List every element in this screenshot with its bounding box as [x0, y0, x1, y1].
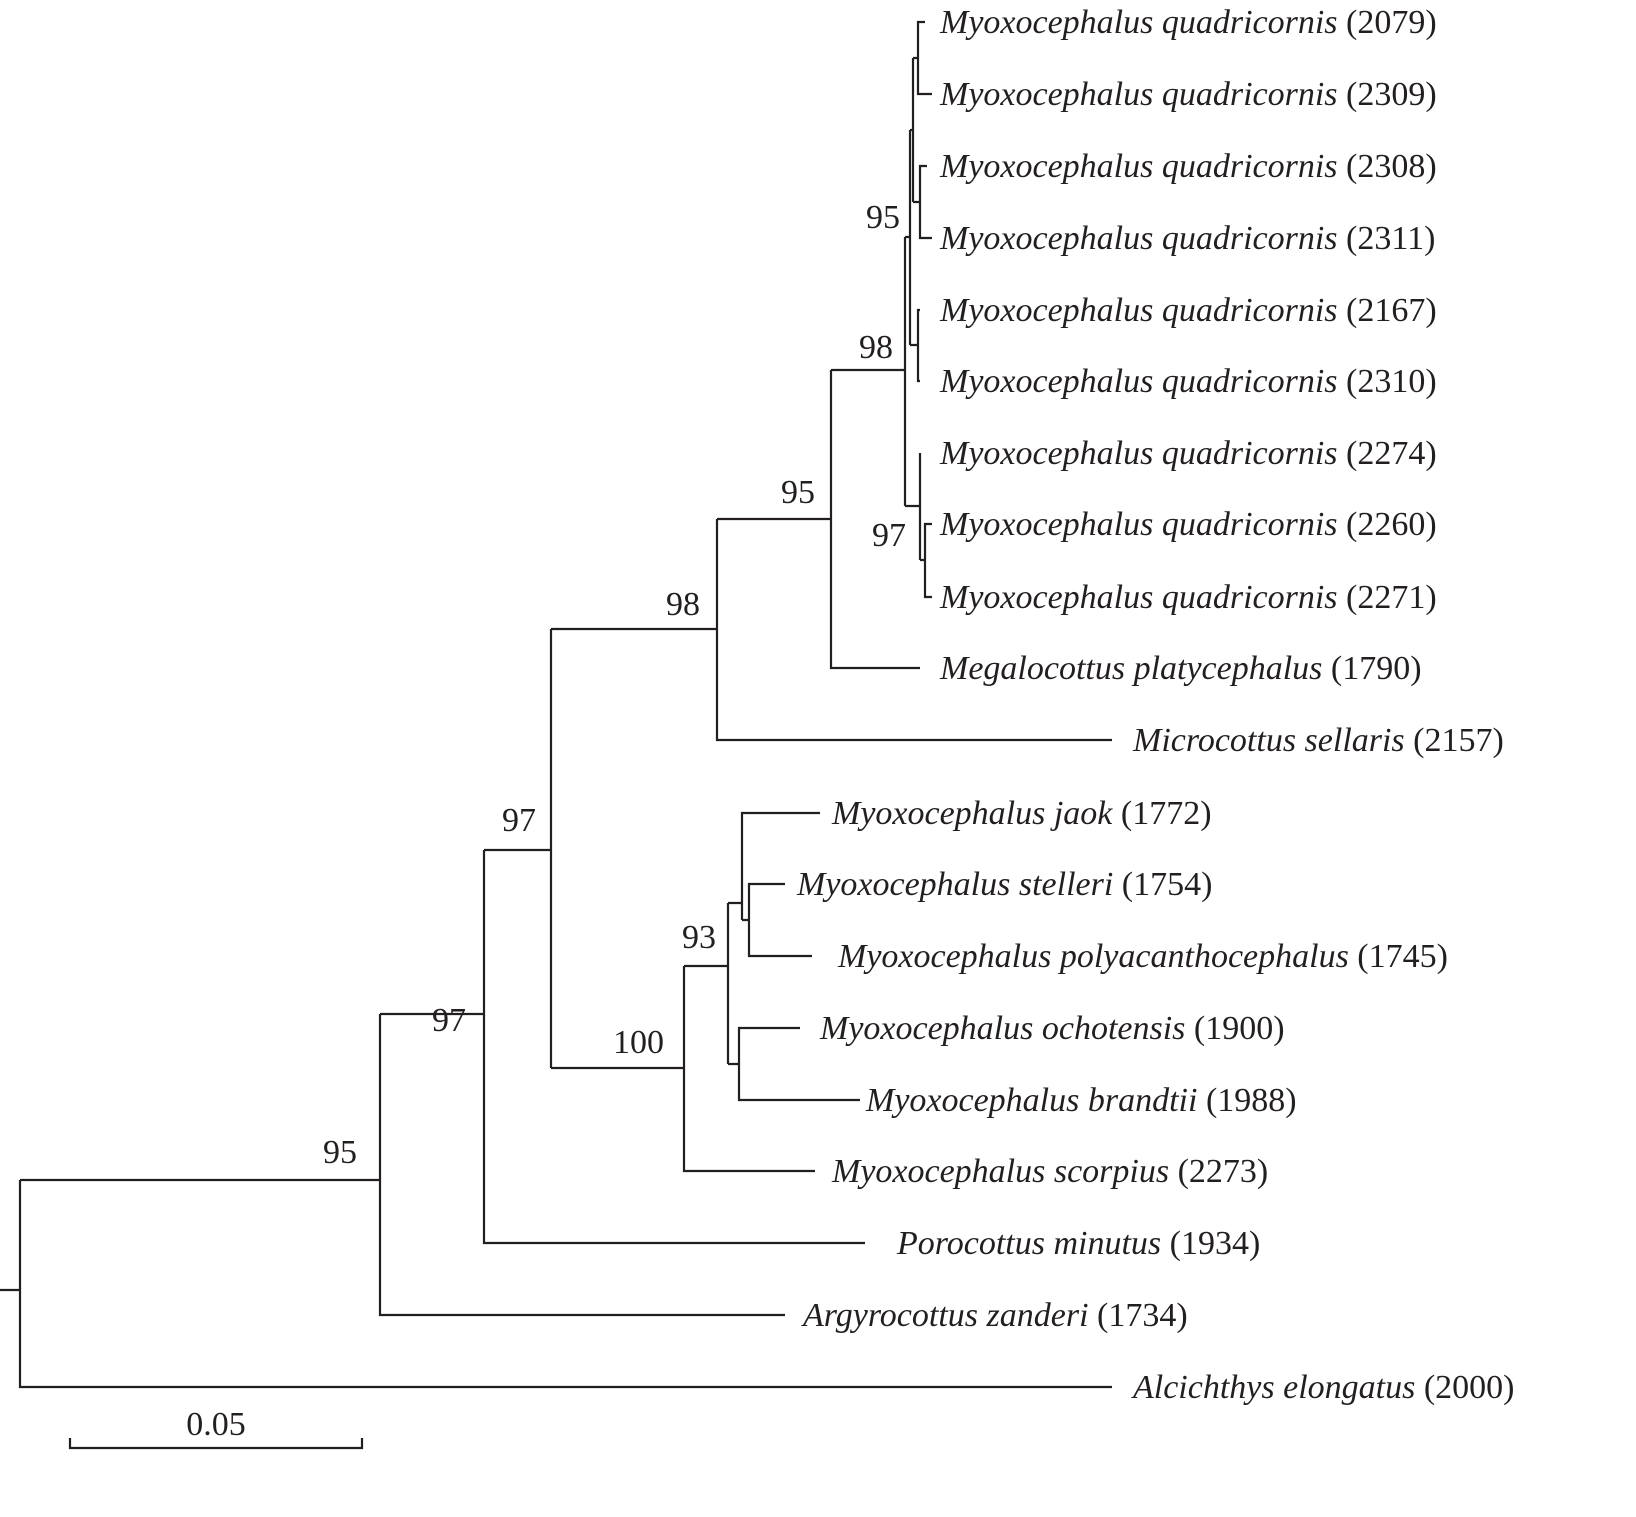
bootstrap-value: 98: [859, 329, 893, 366]
taxon-label: Megalocottus platycephalus (1790): [939, 650, 1422, 687]
taxon-label: Myoxocephalus quadricornis (2309): [939, 76, 1437, 113]
taxon-label: Alcichthys elongatus (2000): [1131, 1369, 1514, 1406]
taxon-label: Myoxocephalus quadricornis (2167): [939, 292, 1437, 329]
taxon-label: Microcottus sellaris (2157): [1132, 722, 1504, 759]
bootstrap-value: 95: [781, 474, 815, 511]
taxon-label: Myoxocephalus jaok (1772): [831, 795, 1212, 832]
taxon-label: Myoxocephalus scorpius (2273): [831, 1153, 1268, 1190]
taxon-label: Myoxocephalus quadricornis (2079): [939, 4, 1437, 41]
taxon-label: Myoxocephalus quadricornis (2260): [939, 506, 1437, 543]
bootstrap-value: 95: [866, 199, 900, 236]
taxon-label: Myoxocephalus quadricornis (2311): [939, 220, 1435, 257]
taxon-label: Myoxocephalus ochotensis (1900): [819, 1010, 1285, 1047]
tree-branches: [0, 20, 1112, 1389]
taxon-label: Myoxocephalus quadricornis (2274): [939, 435, 1437, 472]
bootstrap-values: 95 98 97 95 98 93 100 97 97 95: [323, 199, 906, 1171]
taxon-label: Myoxocephalus stelleri (1754): [796, 866, 1212, 903]
taxon-label: Myoxocephalus quadricornis (2308): [939, 148, 1437, 185]
scale-bar-line: [68, 1438, 364, 1450]
bootstrap-value: 97: [502, 802, 536, 839]
bootstrap-value: 98: [666, 586, 700, 623]
taxon-label: Myoxocephalus quadricornis (2271): [939, 579, 1437, 616]
taxon-labels: Myoxocephalus quadricornis (2079) Myoxoc…: [796, 4, 1514, 1406]
taxon-label: Myoxocephalus brandtii (1988): [865, 1082, 1297, 1119]
scale-bar-label: 0.05: [186, 1406, 246, 1443]
taxon-label: Myoxocephalus polyacanthocephalus (1745): [837, 938, 1448, 975]
taxon-label: Porocottus minutus (1934): [896, 1225, 1260, 1262]
bootstrap-value: 95: [323, 1134, 357, 1171]
taxon-label: Myoxocephalus quadricornis (2310): [939, 363, 1437, 400]
bootstrap-value: 93: [682, 919, 716, 956]
scale-bar: 0.05: [68, 1406, 364, 1450]
bootstrap-value: 97: [432, 1002, 466, 1039]
taxon-label: Argyrocottus zanderi (1734): [801, 1297, 1188, 1334]
bootstrap-value: 97: [872, 517, 906, 554]
bootstrap-value: 100: [613, 1024, 664, 1061]
